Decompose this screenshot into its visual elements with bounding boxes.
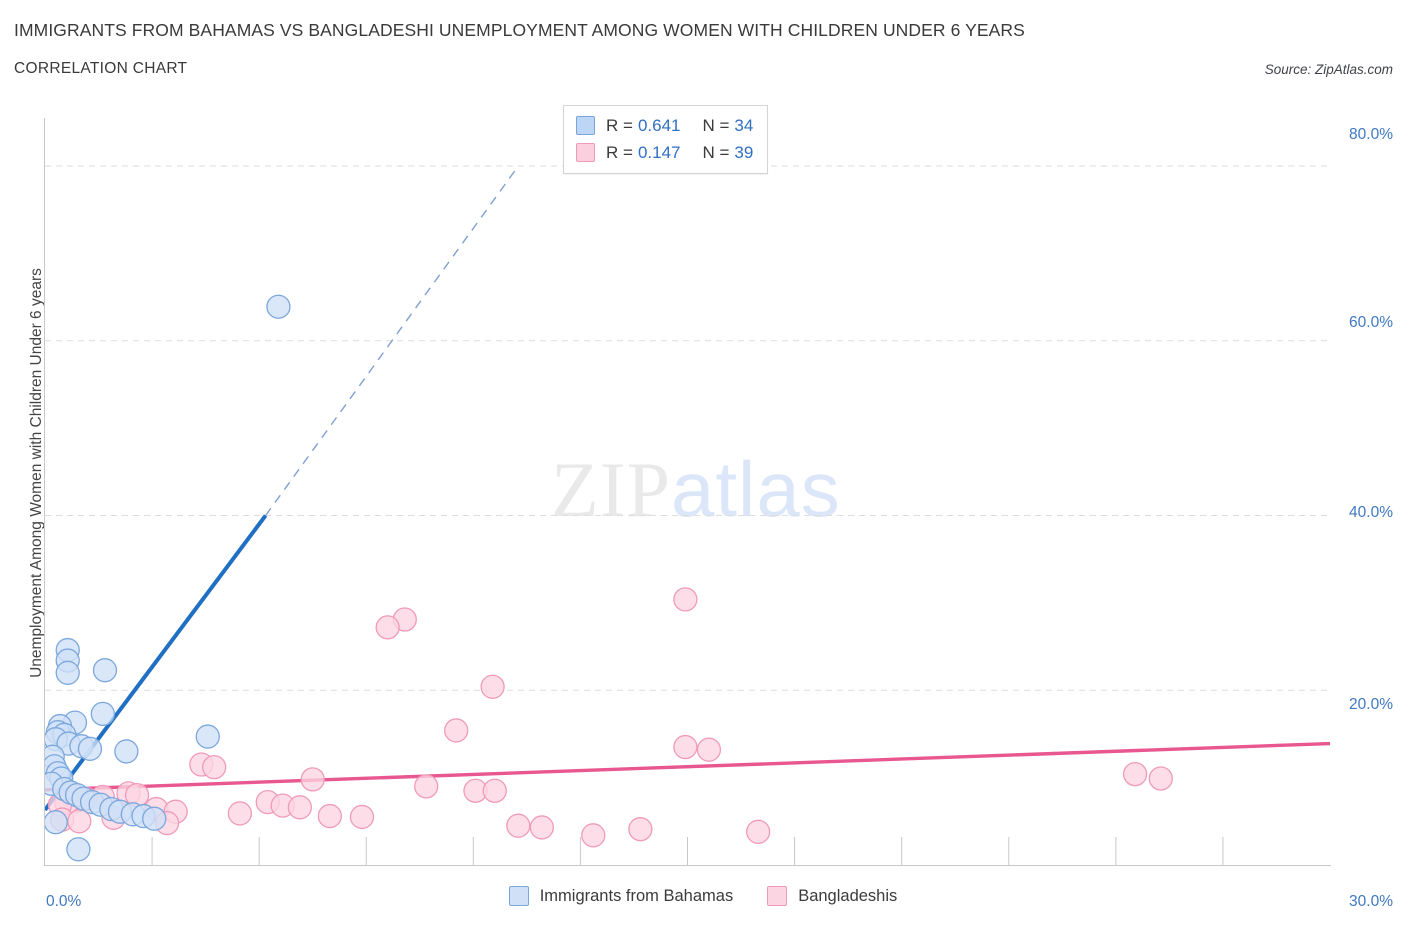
pink-n-value: 39 [734, 142, 754, 162]
pink-r-value: 0.147 [637, 142, 681, 162]
stats-row-blue: R = 0.641 N = 34 [576, 112, 753, 139]
bahamas-swatch-icon [508, 886, 529, 906]
x-min-tick-label: 0.0% [46, 893, 82, 910]
y-tick-label: 60.0% [1349, 314, 1393, 331]
plot-svg [45, 165, 1330, 865]
series-legend: Immigrants from Bahamas Bangladeshis [0, 886, 1406, 906]
page-title: IMMIGRANTS FROM BAHAMAS VS BANGLADESHI U… [14, 20, 1025, 40]
x-max-tick-label: 30.0% [1349, 893, 1393, 910]
series-points [45, 294, 291, 862]
legend-item-bangladeshis[interactable]: Bangladeshis [767, 886, 897, 906]
blue-r-label: R = [606, 115, 633, 135]
stats-row-pink: R = 0.147 N = 39 [576, 139, 753, 166]
y-tick-label: 40.0% [1349, 504, 1393, 521]
series-points [47, 587, 1173, 848]
source-attribution: Source: ZipAtlas.com [1264, 62, 1393, 77]
plot-area [45, 118, 1330, 865]
pink-r-label: R = [606, 142, 633, 162]
blue-series-swatch-icon [576, 116, 595, 135]
blue-r-value: 0.641 [637, 115, 681, 135]
bangladeshis-swatch-icon [767, 886, 788, 906]
correlation-stats-box: R = 0.641 N = 34 R = 0.147 N = 39 [563, 105, 769, 174]
x-axis-line [44, 865, 1331, 866]
bahamas-legend-label: Immigrants from Bahamas [539, 886, 734, 905]
y-axis-line [44, 118, 45, 865]
pink-series-swatch-icon [576, 143, 595, 162]
blue-n-label: N = [702, 115, 730, 135]
chart-subtitle: CORRELATION CHART [14, 60, 188, 77]
bangladeshis-legend-label: Bangladeshis [798, 886, 898, 905]
pink-n-label: N = [702, 142, 730, 162]
legend-item-bahamas[interactable]: Immigrants from Bahamas [508, 886, 734, 906]
y-tick-label: 80.0% [1349, 126, 1393, 143]
blue-n-value: 34 [734, 115, 754, 135]
y-tick-label: 20.0% [1349, 696, 1393, 713]
